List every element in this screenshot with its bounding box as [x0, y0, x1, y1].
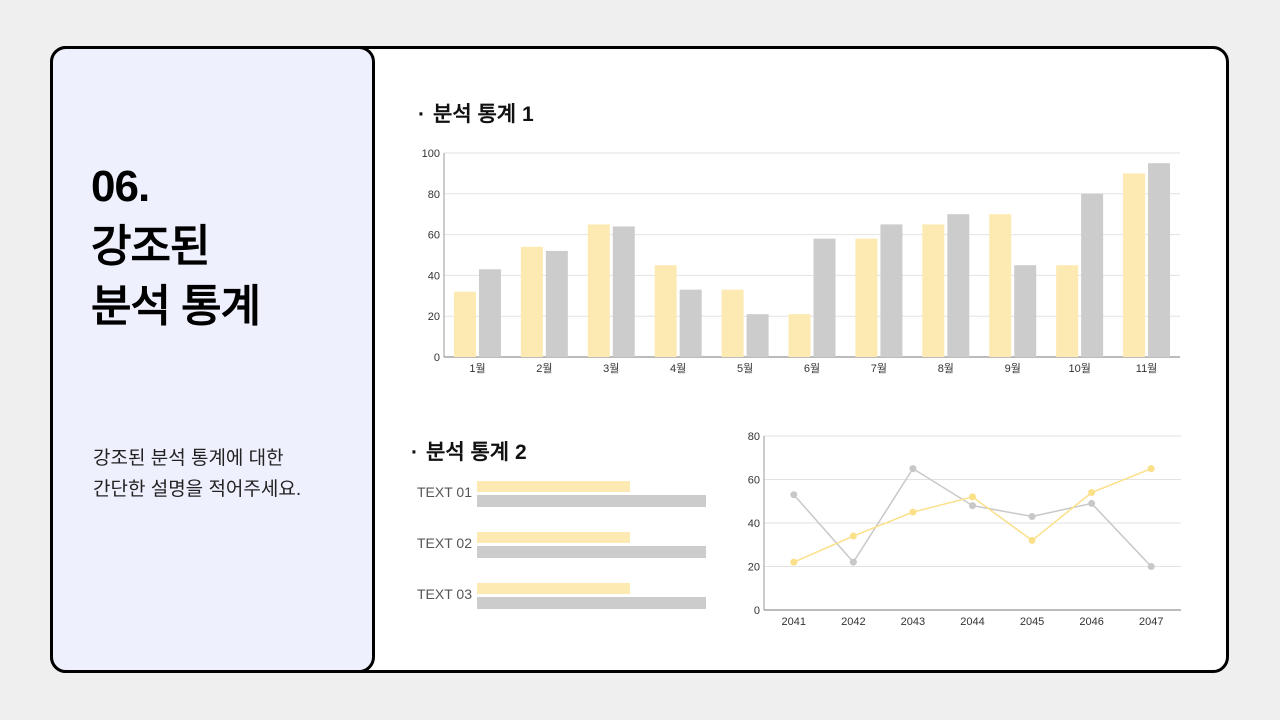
hbar	[477, 597, 706, 609]
x-tick-label: 2월	[536, 362, 552, 375]
bar	[1056, 265, 1079, 357]
section1-title: · 분석 통계 1	[418, 98, 534, 128]
title-line-1: 강조된	[91, 222, 210, 271]
bar	[947, 214, 970, 357]
y-tick-label: 80	[428, 189, 440, 201]
y-tick-label: 20	[428, 311, 440, 323]
section1-title-text: 분석 통계 1	[433, 103, 534, 126]
hbar-label: TEXT 02	[417, 535, 472, 551]
y-tick-label: 100	[422, 148, 440, 160]
bar	[478, 269, 501, 357]
bar	[721, 289, 744, 357]
hbar	[477, 481, 631, 492]
bar	[587, 224, 610, 357]
bar	[545, 250, 568, 357]
x-tick-label: 7월	[871, 362, 887, 375]
x-tick-label: 3월	[603, 362, 619, 375]
bar	[1081, 193, 1104, 357]
hbar-label: TEXT 03	[417, 586, 472, 602]
hbar	[477, 583, 631, 594]
x-tick-label: 8월	[938, 362, 954, 375]
section2-title-text: 분석 통계 2	[426, 441, 527, 464]
hbar	[477, 532, 631, 543]
y-tick-label: 40	[428, 270, 440, 282]
x-tick-label: 11월	[1136, 362, 1158, 375]
description-line-2: 간단한 설명을 적어주세요.	[93, 479, 302, 500]
title-line-2: 분석 통계	[91, 282, 261, 331]
section2-title: · 분석 통계 2	[411, 436, 527, 466]
bar	[1014, 265, 1037, 357]
x-tick-label: 4월	[670, 362, 686, 375]
bar	[813, 238, 836, 357]
slide-number: 06.	[91, 162, 150, 211]
bar	[453, 291, 476, 357]
bullet-icon: ·	[411, 441, 418, 464]
bar	[989, 214, 1012, 357]
slide-title: 06. 강조된 분석 통계	[91, 157, 261, 337]
bullet-icon: ·	[418, 103, 425, 126]
bar	[855, 238, 878, 357]
x-tick-label: 10월	[1068, 362, 1090, 375]
bar	[880, 224, 903, 357]
bar	[654, 265, 677, 357]
bar	[1123, 173, 1146, 357]
x-tick-label: 1월	[469, 362, 485, 375]
bar	[746, 314, 769, 357]
x-tick-label: 9월	[1005, 362, 1021, 375]
bar	[788, 314, 811, 357]
bar	[520, 246, 543, 357]
hbar	[477, 546, 706, 558]
title-panel: 06. 강조된 분석 통계 강조된 분석 통계에 대한 간단한 설명을 적어주세…	[50, 46, 375, 673]
slide-description: 강조된 분석 통계에 대한 간단한 설명을 적어주세요.	[93, 443, 301, 505]
hbar-label: TEXT 01	[417, 484, 472, 500]
bar	[922, 224, 945, 357]
hbar	[477, 495, 706, 507]
x-tick-label: 6월	[804, 362, 820, 375]
y-tick-label: 60	[428, 230, 440, 242]
description-line-1: 강조된 분석 통계에 대한	[93, 448, 284, 469]
x-tick-label: 5월	[737, 362, 753, 375]
bar	[679, 289, 702, 357]
bar	[612, 226, 635, 357]
y-tick-label: 0	[434, 352, 440, 364]
bar	[1148, 163, 1171, 357]
